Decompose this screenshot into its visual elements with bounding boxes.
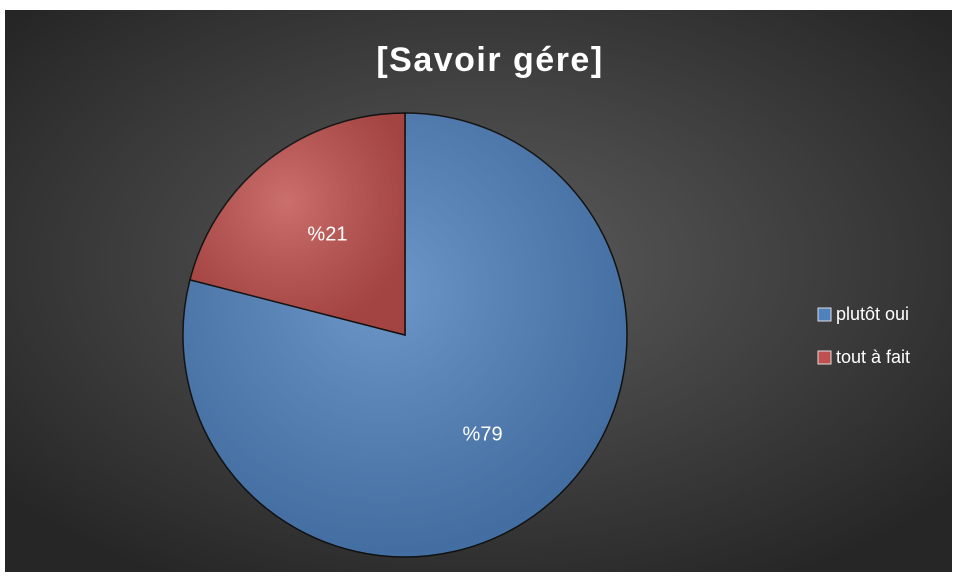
legend-label: plutôt oui: [836, 304, 909, 324]
legend-label: tout à fait: [836, 347, 910, 367]
data-label: %79: [463, 423, 503, 445]
legend-swatch: [817, 350, 832, 365]
slice-shading: [189, 113, 405, 335]
data-label: %21: [307, 223, 347, 245]
legend-swatch: [817, 307, 832, 322]
chart-title: [Savoir gére]: [376, 41, 603, 79]
